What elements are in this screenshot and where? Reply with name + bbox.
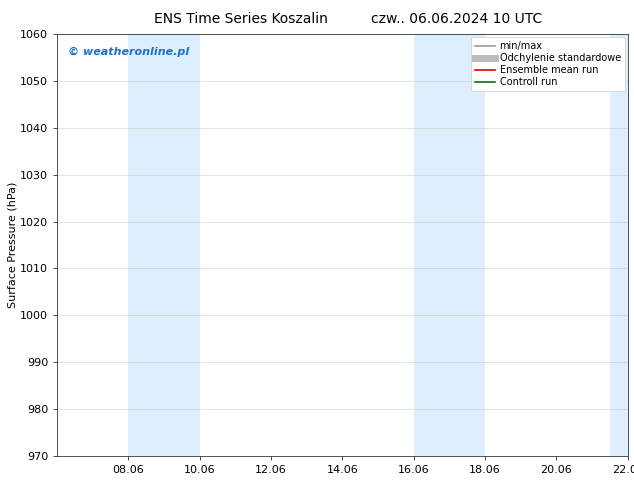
Legend: min/max, Odchylenie standardowe, Ensemble mean run, Controll run: min/max, Odchylenie standardowe, Ensembl… [472, 37, 624, 91]
Text: czw.. 06.06.2024 10 UTC: czw.. 06.06.2024 10 UTC [371, 12, 542, 26]
Bar [610, 34, 634, 456]
Text: ENS Time Series Koszalin: ENS Time Series Koszalin [154, 12, 328, 26]
Y-axis label: Surface Pressure (hPa): Surface Pressure (hPa) [7, 182, 17, 308]
Text: © weatheronline.pl: © weatheronline.pl [68, 47, 190, 57]
Bar [413, 34, 485, 456]
Bar [128, 34, 200, 456]
